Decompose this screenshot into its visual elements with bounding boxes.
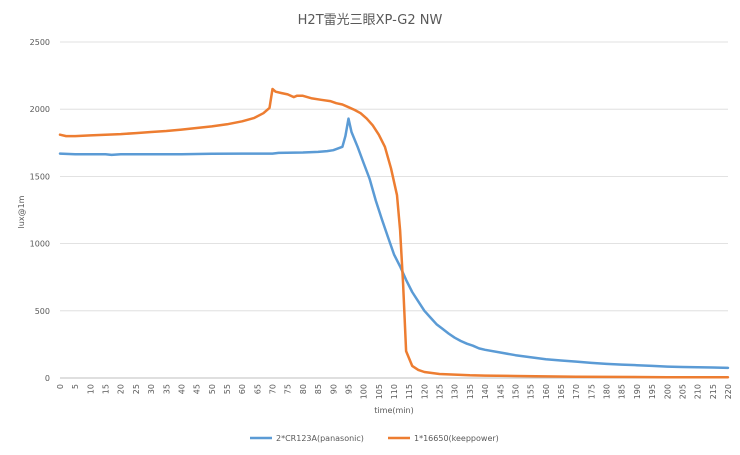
x-tick-label: 45 xyxy=(193,384,202,394)
x-tick-label: 25 xyxy=(132,384,141,394)
x-tick-label: 80 xyxy=(299,384,308,394)
y-tick-label: 2500 xyxy=(30,38,50,47)
x-tick-label: 35 xyxy=(162,384,171,394)
x-tick-label: 200 xyxy=(663,384,672,399)
x-tick-label: 215 xyxy=(709,384,718,399)
x-tick-label: 30 xyxy=(147,384,156,394)
x-tick-label: 155 xyxy=(527,384,536,399)
y-tick-label: 1500 xyxy=(30,172,50,181)
y-axis-title: lux@1m xyxy=(17,195,26,228)
x-axis-title: time(min) xyxy=(374,406,413,415)
x-tick-label: 185 xyxy=(618,384,627,399)
x-tick-label: 40 xyxy=(177,384,186,394)
x-tick-label: 120 xyxy=(420,384,429,399)
x-tick-label: 105 xyxy=(375,384,384,399)
x-tick-label: 195 xyxy=(648,384,657,399)
x-tick-label: 205 xyxy=(678,384,687,399)
x-tick-label: 100 xyxy=(360,384,369,399)
y-tick-labels: 0 500 1000 1500 2000 2500 xyxy=(30,38,50,383)
x-tick-label: 145 xyxy=(496,384,505,399)
x-tick-label: 175 xyxy=(587,384,596,399)
y-tick-label: 500 xyxy=(35,307,50,316)
x-tick-label: 135 xyxy=(466,384,475,399)
x-tick-label: 170 xyxy=(572,384,581,399)
legend: 2*CR123A(panasonic) 1*16650(keeppower) xyxy=(250,434,499,443)
x-tick-label: 150 xyxy=(511,384,520,399)
y-tick-label: 2000 xyxy=(30,105,50,114)
x-tick-label: 50 xyxy=(208,384,217,394)
x-tick-label: 115 xyxy=(405,384,414,399)
x-tick-label: 85 xyxy=(314,384,323,394)
series-line-2 xyxy=(58,87,730,379)
y-tick-label: 1000 xyxy=(30,240,50,249)
x-tick-label: 190 xyxy=(633,384,642,399)
x-tick-label: 180 xyxy=(603,384,612,399)
x-tick-labels: 0 5 10 15 20 25 30 35 40 45 50 55 60 65 70 75 80 85 90 95 10… xyxy=(56,384,733,399)
series-line-1 xyxy=(58,117,730,370)
legend-label-1: 2*CR123A(panasonic) xyxy=(276,434,364,443)
x-tick-label: 160 xyxy=(542,384,551,399)
x-tick-label: 10 xyxy=(86,384,95,394)
x-tick-label: 75 xyxy=(284,384,293,394)
x-tick-label: 110 xyxy=(390,384,399,399)
y-tick-label: 0 xyxy=(45,374,50,383)
x-tick-label: 210 xyxy=(694,384,703,399)
x-tick-label: 130 xyxy=(451,384,460,399)
x-tick-label: 70 xyxy=(269,384,278,394)
x-tick-label: 5 xyxy=(71,384,80,389)
x-tick-label: 55 xyxy=(223,384,232,394)
x-tick-label: 165 xyxy=(557,384,566,399)
x-tick-label: 65 xyxy=(253,384,262,394)
x-tick-label: 20 xyxy=(117,384,126,394)
x-tick-label: 125 xyxy=(436,384,445,399)
legend-label-2: 1*16650(keeppower) xyxy=(414,434,499,443)
x-tick-label: 220 xyxy=(724,384,733,399)
chart-title: H2T雷光三眼XP-G2 NW xyxy=(298,13,443,28)
series-lines xyxy=(58,87,730,379)
x-tick-label: 140 xyxy=(481,384,490,399)
x-tick-label: 0 xyxy=(56,384,65,389)
x-tick-label: 15 xyxy=(102,384,111,394)
x-tick-label: 90 xyxy=(329,384,338,394)
x-tick-label: 60 xyxy=(238,384,247,394)
x-tick-label: 95 xyxy=(344,384,353,394)
